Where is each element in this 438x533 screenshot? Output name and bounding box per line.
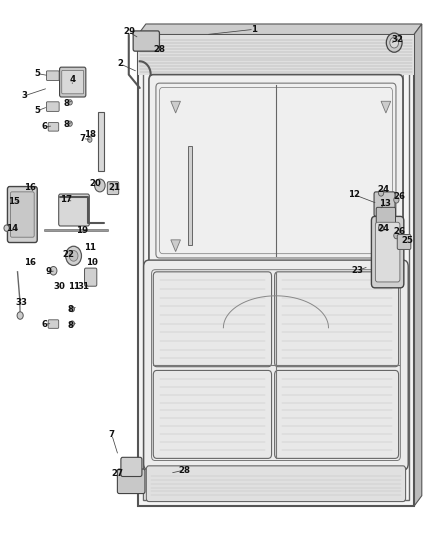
FancyBboxPatch shape: [46, 71, 59, 80]
Text: 6: 6: [42, 320, 48, 328]
Circle shape: [68, 100, 72, 105]
Circle shape: [394, 232, 399, 239]
Text: 13: 13: [378, 199, 391, 208]
Text: 2: 2: [117, 60, 124, 68]
Circle shape: [50, 266, 57, 275]
Circle shape: [95, 179, 105, 192]
Text: 27: 27: [111, 469, 124, 478]
FancyBboxPatch shape: [374, 192, 395, 216]
FancyBboxPatch shape: [275, 370, 399, 458]
Circle shape: [4, 225, 9, 231]
Bar: [187, 146, 192, 245]
Bar: [98, 112, 104, 171]
FancyBboxPatch shape: [11, 192, 34, 237]
Circle shape: [68, 121, 72, 126]
Text: 1: 1: [251, 25, 257, 34]
Circle shape: [394, 197, 399, 203]
Circle shape: [66, 246, 81, 265]
Bar: [143, 41, 409, 500]
Circle shape: [17, 312, 23, 319]
Text: 12: 12: [348, 190, 360, 199]
FancyBboxPatch shape: [371, 216, 404, 288]
Text: 5: 5: [34, 107, 40, 115]
Text: 3: 3: [21, 92, 27, 100]
Circle shape: [386, 33, 402, 52]
Polygon shape: [414, 24, 422, 506]
FancyBboxPatch shape: [153, 370, 272, 458]
Bar: [138, 35, 414, 506]
Circle shape: [88, 137, 92, 142]
Text: 18: 18: [84, 130, 96, 139]
Text: 16: 16: [24, 258, 36, 266]
FancyBboxPatch shape: [7, 187, 37, 243]
Polygon shape: [138, 24, 422, 35]
FancyBboxPatch shape: [275, 272, 399, 367]
Text: 26: 26: [393, 192, 406, 200]
Bar: [149, 49, 403, 492]
Circle shape: [378, 190, 384, 196]
Polygon shape: [171, 240, 180, 252]
Circle shape: [70, 321, 74, 326]
FancyBboxPatch shape: [133, 31, 159, 51]
FancyBboxPatch shape: [397, 235, 411, 249]
Text: 21: 21: [109, 183, 121, 192]
Text: 23: 23: [351, 266, 363, 275]
Text: 32: 32: [392, 36, 404, 44]
FancyBboxPatch shape: [149, 75, 403, 266]
Text: 8: 8: [64, 120, 70, 129]
Text: 25: 25: [401, 237, 413, 245]
Text: 28: 28: [178, 466, 190, 474]
Text: 26: 26: [393, 228, 406, 236]
Text: 24: 24: [377, 224, 389, 232]
Text: 17: 17: [60, 196, 73, 204]
FancyBboxPatch shape: [59, 194, 89, 226]
Text: 11: 11: [67, 282, 80, 291]
FancyBboxPatch shape: [85, 268, 97, 286]
FancyBboxPatch shape: [107, 182, 119, 195]
FancyBboxPatch shape: [48, 123, 59, 131]
FancyBboxPatch shape: [153, 272, 272, 367]
Text: 29: 29: [123, 28, 135, 36]
Polygon shape: [381, 101, 391, 113]
Circle shape: [378, 225, 384, 231]
Circle shape: [69, 251, 78, 261]
FancyBboxPatch shape: [146, 466, 406, 502]
Text: 22: 22: [62, 251, 74, 259]
Text: 19: 19: [76, 226, 88, 235]
Polygon shape: [171, 101, 180, 113]
FancyBboxPatch shape: [117, 469, 145, 494]
Text: 7: 7: [109, 430, 115, 439]
Text: 10: 10: [86, 258, 98, 266]
Text: 28: 28: [154, 45, 166, 53]
FancyBboxPatch shape: [375, 222, 400, 282]
Text: 20: 20: [89, 180, 102, 188]
Text: 15: 15: [8, 197, 20, 206]
Text: 24: 24: [377, 185, 389, 193]
Text: 8: 8: [64, 99, 70, 108]
FancyBboxPatch shape: [121, 457, 142, 477]
Bar: [138, 35, 414, 75]
Text: 7: 7: [79, 134, 85, 143]
FancyBboxPatch shape: [144, 260, 408, 470]
Bar: [155, 55, 397, 486]
FancyBboxPatch shape: [48, 320, 59, 328]
Text: 14: 14: [6, 224, 18, 232]
Text: 11: 11: [84, 244, 96, 252]
Text: 33: 33: [15, 298, 27, 307]
FancyBboxPatch shape: [376, 207, 396, 227]
Text: 30: 30: [53, 282, 65, 291]
Text: 9: 9: [45, 268, 51, 276]
Text: 4: 4: [69, 76, 75, 84]
Text: 5: 5: [34, 69, 40, 78]
Text: 16: 16: [24, 183, 36, 192]
Text: 8: 8: [68, 305, 74, 313]
Text: 8: 8: [68, 321, 74, 329]
Text: 31: 31: [77, 282, 89, 291]
Circle shape: [70, 306, 74, 312]
Text: 6: 6: [42, 123, 48, 131]
FancyBboxPatch shape: [60, 67, 86, 97]
FancyBboxPatch shape: [62, 70, 84, 94]
Circle shape: [390, 37, 399, 48]
FancyBboxPatch shape: [46, 102, 59, 111]
